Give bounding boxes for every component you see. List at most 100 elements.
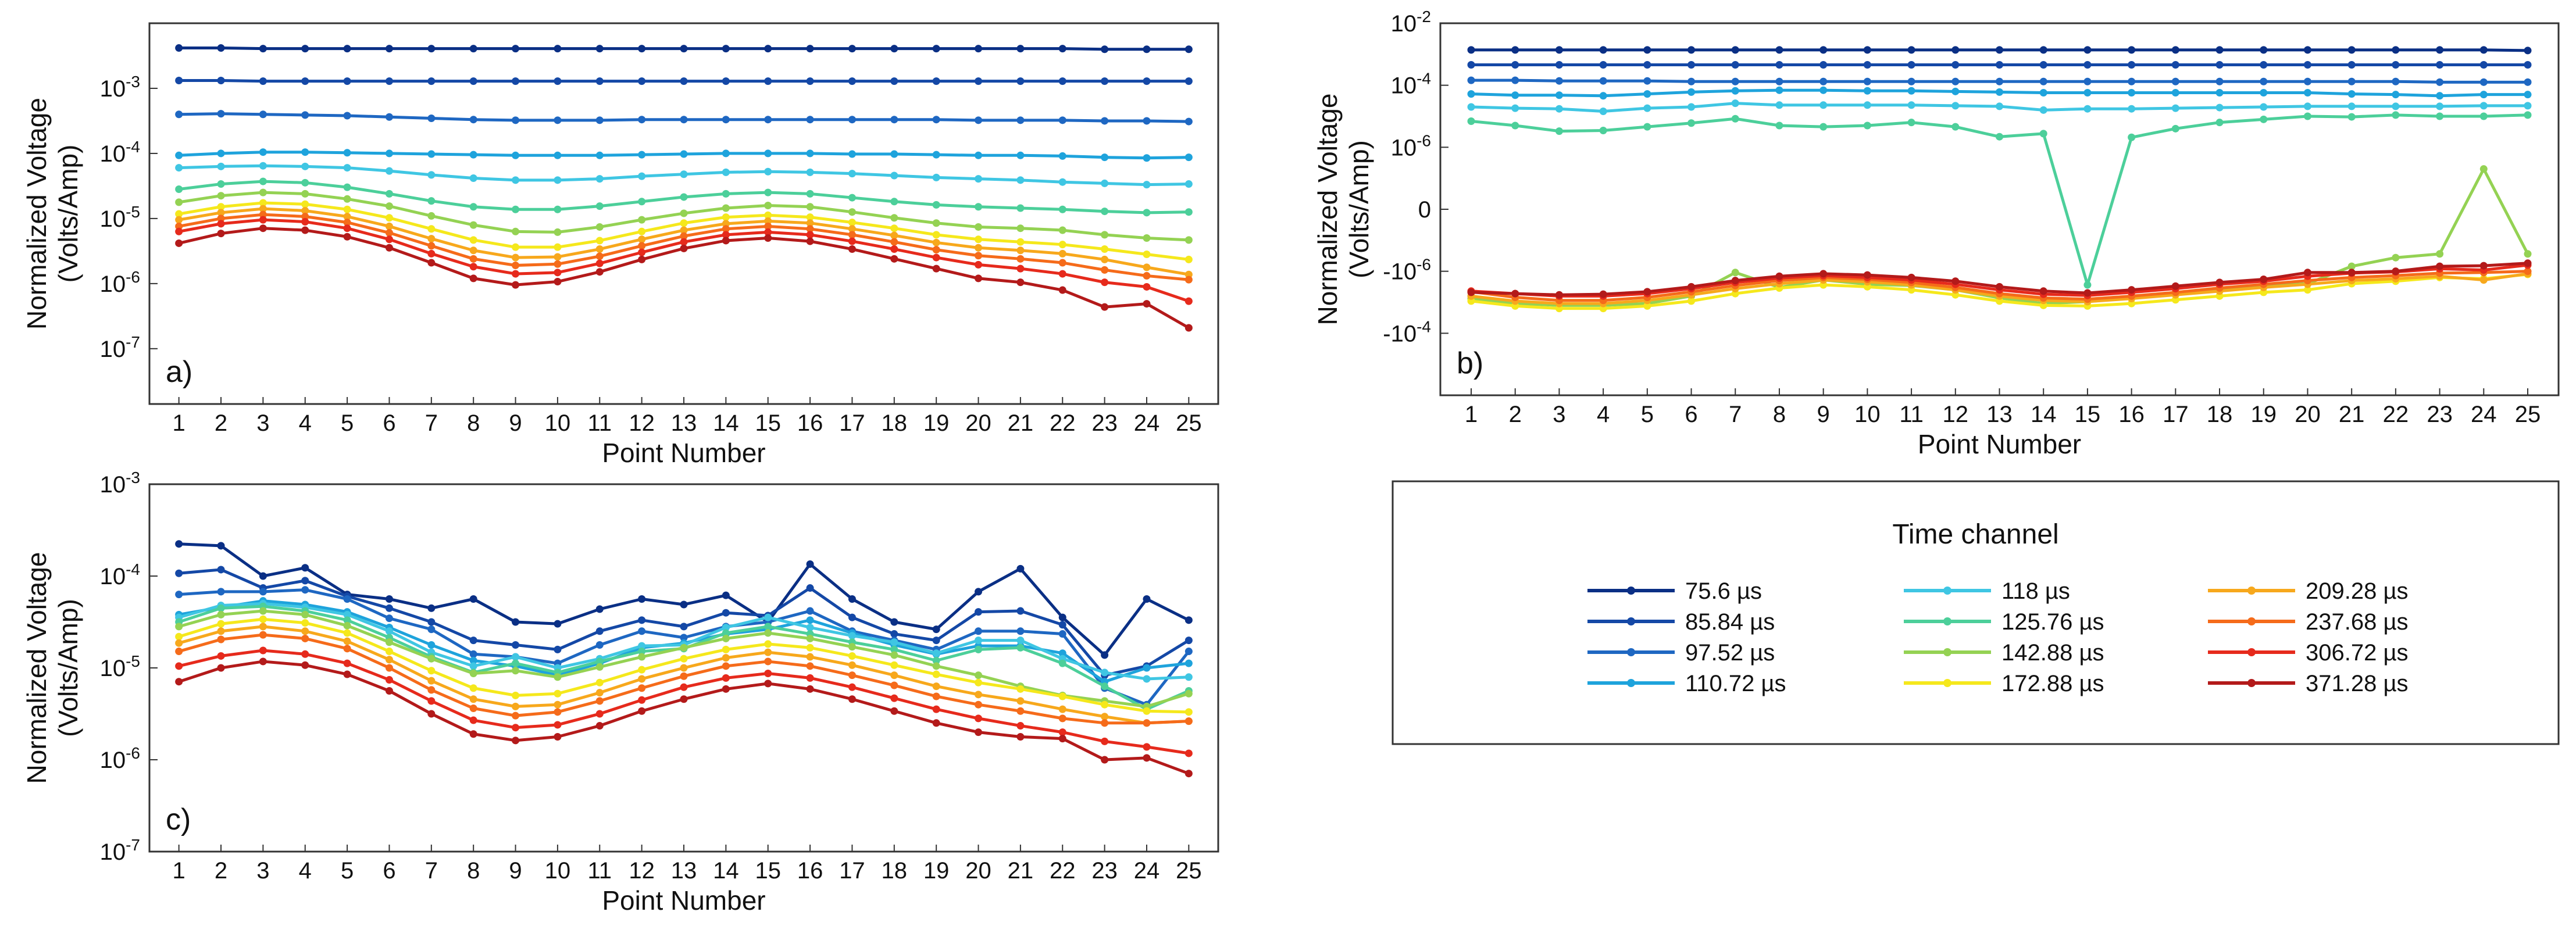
data-point: [1775, 86, 1783, 94]
data-point: [680, 623, 688, 631]
data-point: [1996, 133, 2003, 141]
data-point: [1058, 205, 1066, 213]
data-point: [554, 77, 562, 85]
data-point: [512, 712, 520, 720]
data-point: [512, 176, 520, 184]
x-tick-label: 19: [2251, 402, 2277, 427]
data-point: [2083, 46, 2092, 54]
data-point: [722, 685, 730, 693]
y-tick-label: 10-3: [100, 469, 140, 498]
data-point: [932, 656, 940, 664]
data-point: [259, 631, 267, 639]
data-point: [2039, 287, 2047, 295]
data-point: [848, 643, 856, 651]
data-point: [680, 193, 688, 201]
data-point: [1101, 278, 1109, 287]
data-point: [764, 116, 772, 124]
data-point: [680, 232, 688, 240]
data-point: [806, 213, 814, 221]
data-point: [806, 623, 814, 631]
data-point: [2171, 88, 2179, 96]
data-point: [2303, 88, 2311, 96]
data-point: [1731, 77, 1739, 85]
data-point: [1819, 77, 1828, 85]
data-point: [890, 638, 898, 646]
data-point: [722, 220, 730, 228]
series-97-52-s: [1467, 76, 2532, 86]
data-point: [1016, 278, 1025, 287]
data-point: [512, 659, 520, 667]
data-point: [1907, 119, 1915, 127]
x-tick-label: 14: [713, 410, 739, 436]
y-axis-subtitle: (Volts/Amp): [53, 145, 83, 283]
data-point: [2303, 46, 2311, 54]
x-tick-label: 8: [467, 858, 480, 884]
y-tick-label: 10-4: [1391, 70, 1431, 99]
data-point: [343, 224, 351, 233]
data-point: [848, 208, 856, 216]
data-point: [1058, 705, 1066, 713]
data-point: [2260, 77, 2268, 85]
data-point: [680, 170, 688, 178]
data-point: [469, 255, 477, 263]
x-tick-label: 20: [965, 410, 991, 436]
data-point: [1016, 204, 1025, 212]
x-tick-label: 19: [923, 858, 950, 884]
legend-label: 85.84 µs: [1685, 609, 1775, 635]
data-point: [1101, 303, 1109, 311]
x-tick-label: 12: [629, 858, 655, 884]
x-tick-label: 16: [797, 410, 823, 436]
data-point: [1101, 231, 1109, 239]
x-tick-label: 11: [588, 858, 612, 884]
data-point: [301, 226, 309, 234]
data-point: [259, 205, 267, 213]
data-point: [595, 657, 604, 666]
y-axis-subtitle: (Volts/Amp): [1344, 140, 1374, 278]
data-point: [932, 77, 940, 85]
data-point: [806, 77, 814, 85]
legend-label: 142.88 µs: [2001, 640, 2104, 666]
data-point: [2260, 88, 2268, 96]
data-point: [848, 237, 856, 245]
data-point: [890, 116, 898, 124]
data-point: [385, 149, 393, 158]
data-point: [469, 662, 477, 670]
data-point: [890, 171, 898, 180]
data-point: [890, 694, 898, 702]
series-306-72-s: [175, 216, 1193, 305]
data-point: [2128, 105, 2136, 113]
data-point: [217, 542, 225, 550]
data-point: [806, 203, 814, 211]
legend-marker: [1943, 679, 1951, 687]
data-point: [764, 149, 772, 158]
data-point: [1016, 685, 1025, 693]
data-point: [1184, 255, 1193, 263]
x-tick-label: 22: [1050, 858, 1076, 884]
data-point: [1016, 116, 1025, 124]
data-point: [1143, 300, 1151, 308]
data-point: [385, 604, 393, 612]
data-point: [975, 627, 983, 635]
data-point: [638, 642, 646, 650]
data-point: [638, 696, 646, 704]
data-point: [259, 588, 267, 596]
data-point: [890, 707, 898, 715]
chart-panel-3: 10-710-610-510-410-31 2 3 4 5 6 7 8 9 10 11 12 13 14 1…: [22, 469, 1219, 916]
data-point: [1184, 45, 1193, 53]
legend-label: 237.68 µs: [2306, 609, 2409, 635]
data-point: [1184, 659, 1193, 667]
data-point: [848, 225, 856, 233]
data-point: [932, 219, 940, 227]
data-point: [1058, 116, 1066, 124]
data-point: [638, 595, 646, 603]
data-point: [638, 653, 646, 661]
series-85-84-s: [1467, 60, 2532, 69]
data-point: [2303, 269, 2311, 277]
data-point: [1555, 46, 1563, 54]
data-point: [1058, 630, 1066, 638]
data-point: [343, 149, 351, 157]
legend-entry: 371.28 µs: [2208, 671, 2409, 696]
data-point: [217, 566, 225, 574]
data-point: [427, 618, 436, 626]
data-point: [385, 614, 393, 623]
